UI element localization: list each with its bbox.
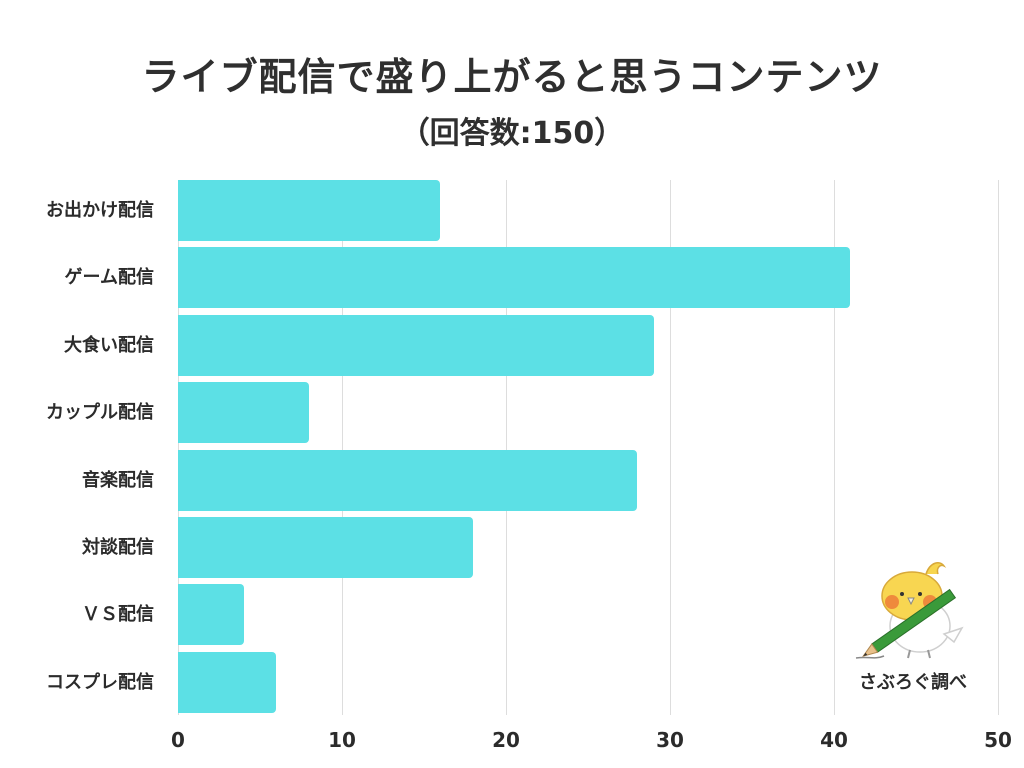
bar xyxy=(178,584,244,646)
bar xyxy=(178,382,310,444)
category-label: ゲーム配信 xyxy=(64,267,154,288)
x-tick-label: 20 xyxy=(492,728,520,752)
gridline-30 xyxy=(670,180,671,715)
plot-area xyxy=(178,180,999,715)
gridline-40 xyxy=(834,180,835,715)
category-label: ＶＳ配信 xyxy=(82,604,154,625)
chart-title: ライブ配信で盛り上がると思うコンテンツ xyxy=(141,55,883,99)
bird-with-pencil-icon xyxy=(848,556,968,666)
x-tick-label: 40 xyxy=(820,728,848,752)
bar xyxy=(178,247,851,309)
x-tick-label: 50 xyxy=(984,728,1012,752)
bar xyxy=(178,180,441,241)
x-tick-label: 0 xyxy=(171,728,185,752)
category-label: 対談配信 xyxy=(82,537,154,558)
gridline-20 xyxy=(506,180,507,715)
bar xyxy=(178,449,638,511)
x-tick-label: 30 xyxy=(656,728,684,752)
x-tick-label: 10 xyxy=(328,728,356,752)
category-label: 音楽配信 xyxy=(82,470,154,491)
bar xyxy=(178,517,474,578)
bar xyxy=(178,314,654,376)
bar xyxy=(178,651,277,713)
category-label: 大食い配信 xyxy=(64,335,154,356)
category-label: お出かけ配信 xyxy=(46,200,154,221)
chart-subtitle: （回答数:150） xyxy=(399,116,625,151)
gridline-50 xyxy=(998,180,999,715)
gridline-0 xyxy=(178,180,179,715)
source-credit: さぶろぐ調べ xyxy=(859,672,967,693)
category-label: コスプレ配信 xyxy=(46,672,154,693)
gridline-10 xyxy=(342,180,343,715)
category-label: カップル配信 xyxy=(46,402,154,423)
